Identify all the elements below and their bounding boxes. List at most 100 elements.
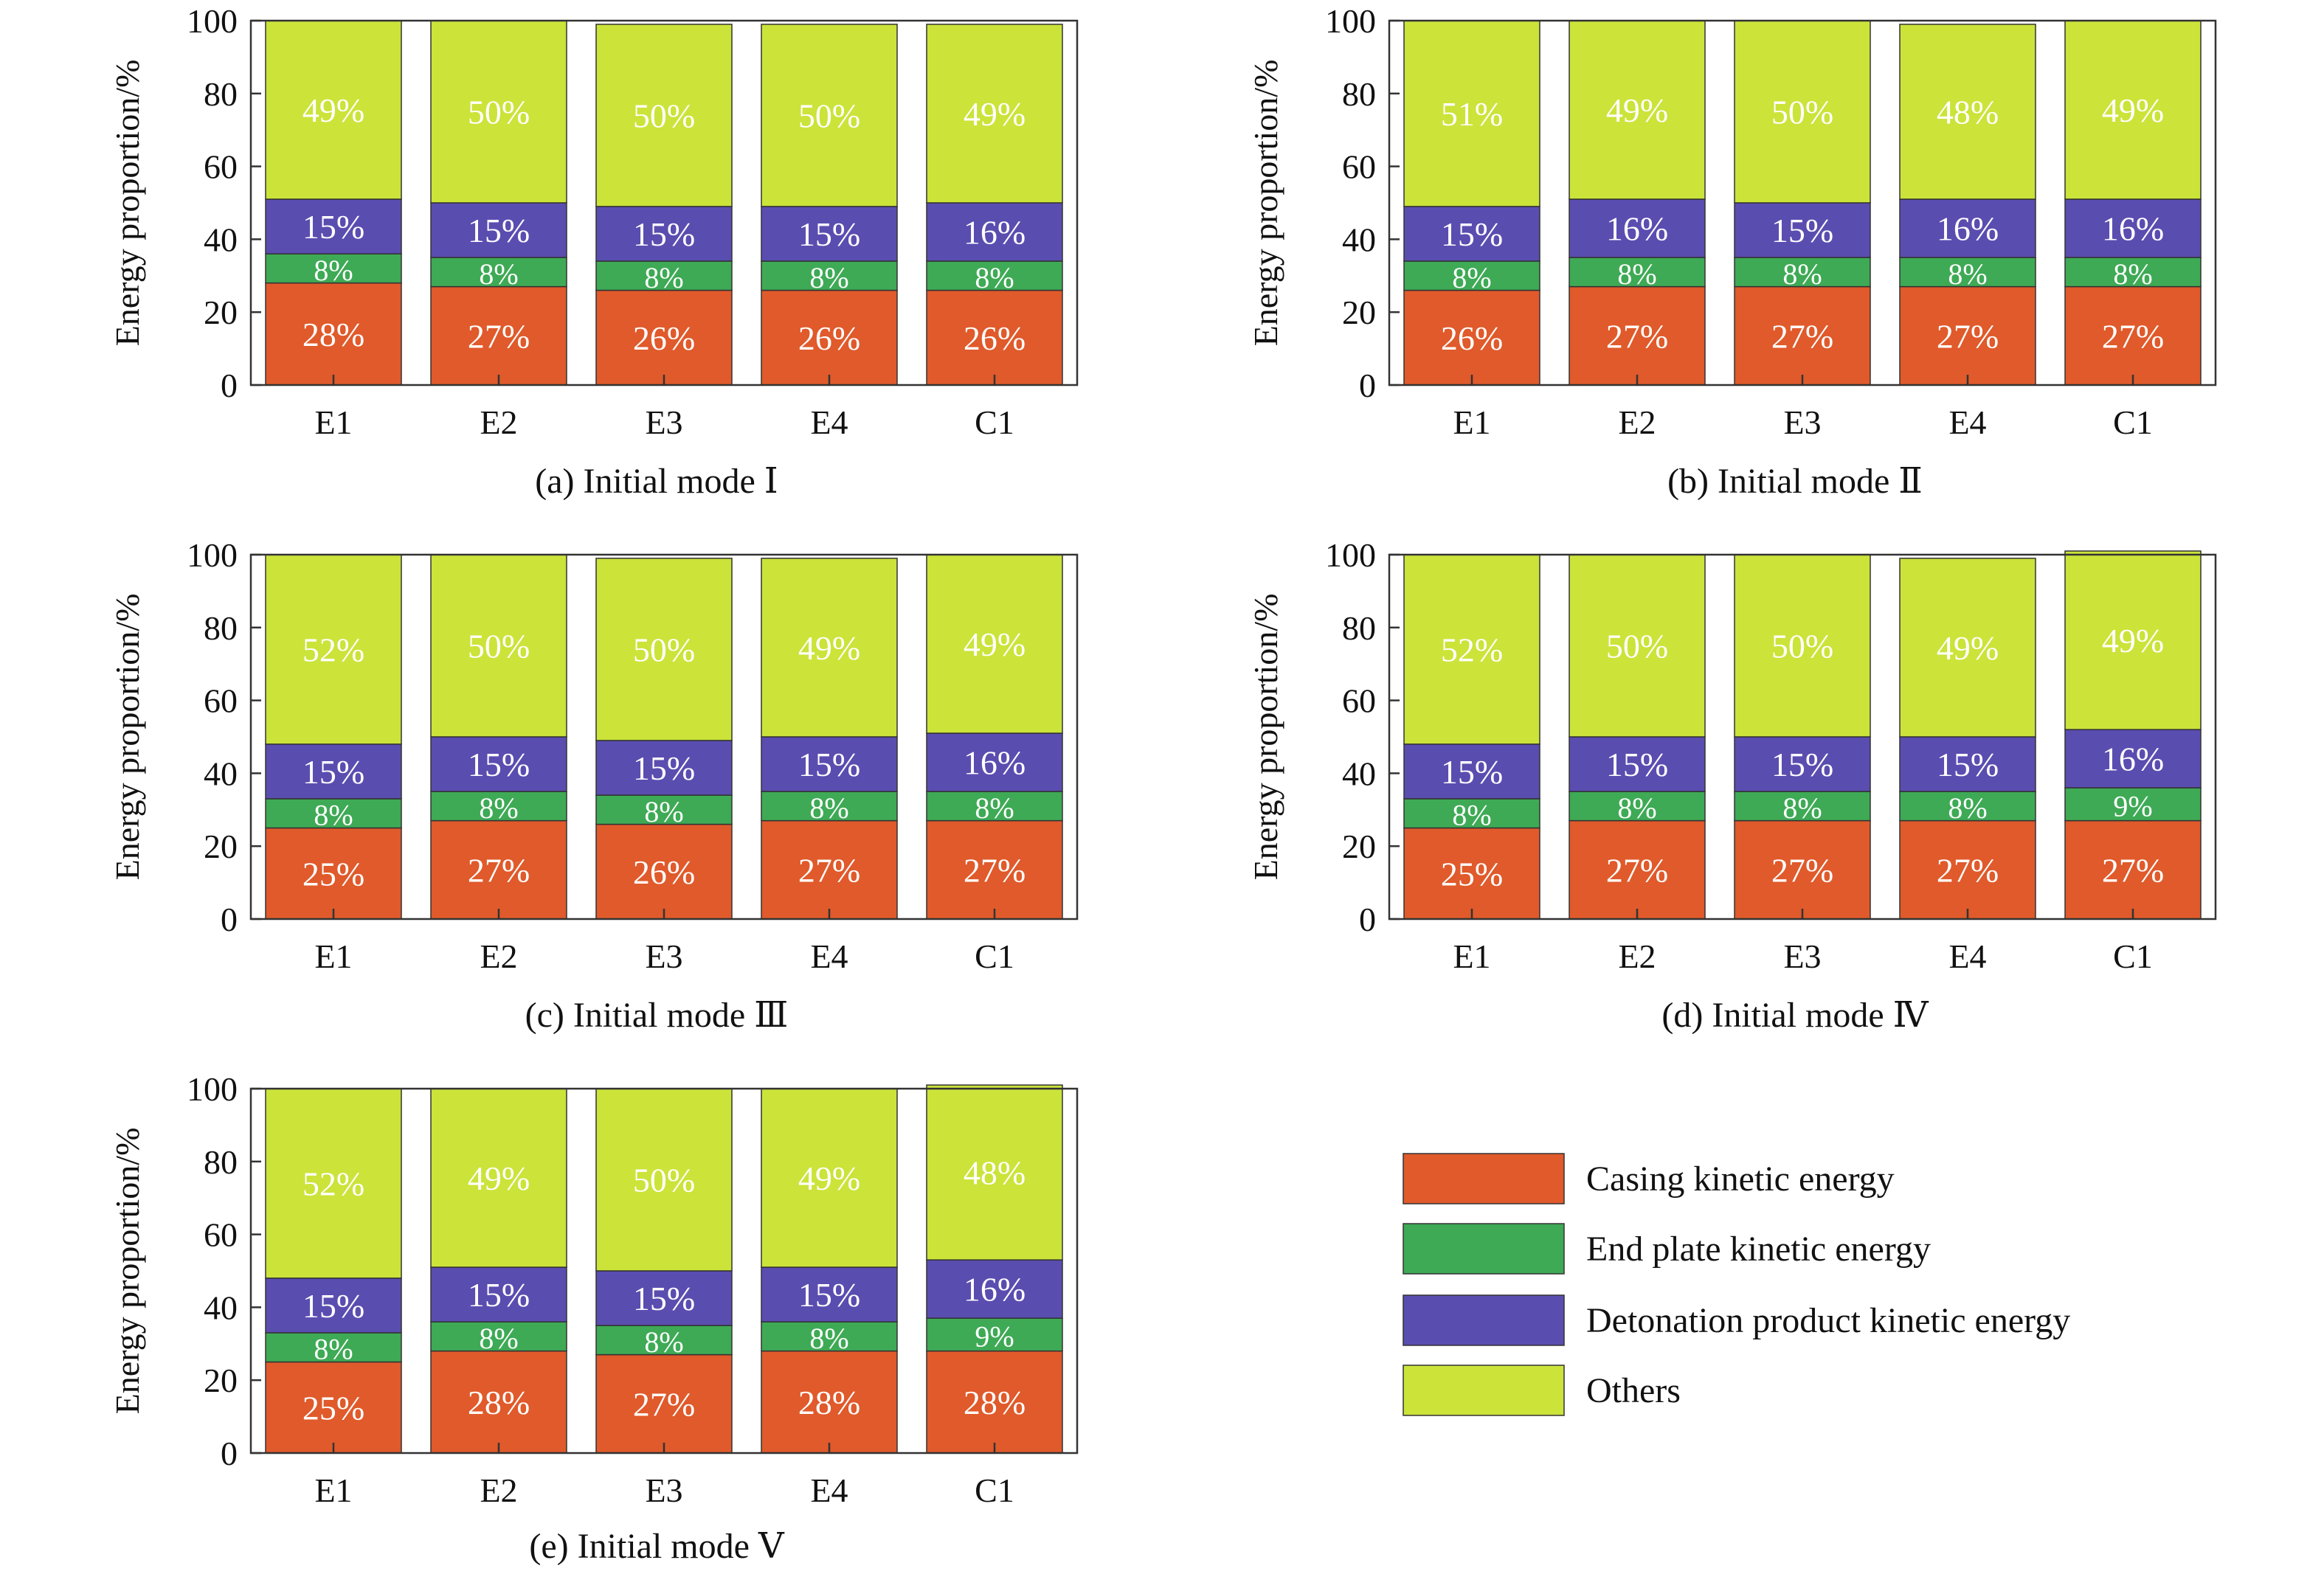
x-tick-label: E2 [1618, 403, 1656, 441]
bar-value-label: 27% [1937, 851, 1999, 889]
bar-segment [595, 24, 733, 207]
bar-value-label: 50% [468, 628, 530, 665]
bar-segment [926, 24, 1063, 204]
panel-caption: (d) Initial mode Ⅳ [1661, 996, 1929, 1035]
bar-value-label: 15% [302, 753, 364, 791]
x-tick-label: E4 [1948, 403, 1986, 441]
y-tick-label: 100 [187, 2, 238, 40]
bar-segment [265, 282, 402, 386]
y-tick-label: 0 [221, 901, 238, 938]
bar-segment [1899, 24, 2036, 200]
bar-segment [761, 736, 898, 792]
bar-value-label: 15% [302, 208, 364, 246]
bar-value-label: 8% [644, 1325, 683, 1359]
bar-segment [265, 198, 402, 254]
bar-value-label: 25% [302, 1389, 364, 1426]
y-axis-label: Energy proportion/% [108, 1128, 146, 1415]
bar-value-label: 28% [798, 1384, 860, 1421]
bar-value-label: 50% [633, 1162, 695, 1199]
bar-value-label: 16% [1937, 210, 1999, 248]
bar-value-label: 16% [964, 744, 1026, 782]
y-axis-label: Energy proportion/% [108, 594, 146, 881]
panel-caption: (e) Initial mode Ⅴ [529, 1527, 785, 1566]
y-tick-label: 40 [1342, 221, 1376, 258]
legend-label: End plate kinetic energy [1586, 1230, 1931, 1269]
x-tick-label: E4 [810, 403, 848, 441]
bar-segment [595, 794, 733, 825]
bar-segment [595, 823, 733, 920]
bar-value-label: 15% [1441, 215, 1503, 253]
bar-segment [1403, 20, 1540, 207]
bar-value-label: 26% [964, 319, 1026, 357]
bar-value-label: 50% [633, 97, 695, 134]
bar-value-label: 8% [479, 257, 518, 291]
bar-segment [1734, 202, 1871, 258]
bar-value-label: 50% [468, 94, 530, 131]
x-tick-label: E3 [645, 403, 682, 441]
y-tick-label: 80 [1342, 75, 1376, 113]
y-tick-label: 0 [221, 367, 238, 404]
y-tick-label: 40 [204, 1289, 238, 1326]
bar-value-label: 15% [1937, 746, 1999, 783]
bar-value-label: 49% [2102, 91, 2164, 129]
bar-segment [1569, 257, 1706, 288]
bar-segment [595, 289, 733, 386]
bar-value-label: 16% [964, 1271, 1026, 1308]
bar-value-label: 8% [809, 1322, 848, 1355]
bar-segment [430, 20, 567, 204]
bar-segment [926, 732, 1063, 792]
bar-value-label: 8% [1948, 257, 1987, 291]
bar-segment [1899, 558, 2036, 738]
bar-value-label: 49% [798, 1159, 860, 1197]
bar-value-label: 27% [468, 851, 530, 889]
x-tick-label: E1 [314, 403, 352, 441]
bar-segment [2064, 787, 2202, 822]
bar-segment [1899, 198, 2036, 258]
bar-value-label: 8% [1617, 257, 1656, 291]
bar-segment [595, 260, 733, 291]
bar-segment [2064, 285, 2202, 386]
bar-segment [761, 819, 898, 920]
bar-value-label: 8% [1617, 791, 1656, 825]
bar-segment [1899, 257, 2036, 288]
bar-segment [926, 202, 1063, 262]
bar-value-label: 9% [975, 1320, 1014, 1353]
bar-value-label: 16% [2102, 741, 2164, 778]
bar-value-label: 49% [1937, 629, 1999, 667]
y-tick-label: 40 [204, 755, 238, 792]
bar-segment [1734, 257, 1871, 288]
bar-value-label: 49% [468, 1159, 530, 1197]
bar-value-label: 27% [1771, 317, 1833, 355]
y-tick-label: 80 [204, 609, 238, 647]
bar-value-label: 27% [468, 317, 530, 355]
bar-segment [265, 743, 402, 800]
bar-segment [430, 819, 567, 920]
bar-value-label: 50% [798, 97, 860, 134]
bar-segment [595, 1353, 733, 1454]
y-axis-label: Energy proportion/% [1247, 594, 1284, 881]
bar-segment [761, 558, 898, 738]
bar-value-label: 15% [468, 1276, 530, 1314]
bar-value-label: 27% [1771, 851, 1833, 889]
bar-value-label: 8% [314, 1333, 353, 1366]
bar-segment [595, 740, 733, 796]
bar-value-label: 25% [302, 855, 364, 892]
x-tick-label: E2 [480, 403, 517, 441]
y-tick-label: 40 [1342, 755, 1376, 792]
bar-value-label: 8% [314, 799, 353, 832]
bar-segment [761, 1088, 898, 1268]
bar-segment [926, 819, 1063, 920]
bar-value-label: 8% [1782, 791, 1822, 825]
bar-value-label: 50% [1771, 94, 1833, 131]
legend-swatch [1403, 1365, 1565, 1416]
x-tick-label: E4 [1948, 937, 1986, 975]
bar-value-label: 52% [302, 1165, 364, 1202]
bar-segment [1734, 20, 1871, 204]
bar-value-label: 49% [964, 95, 1026, 133]
bar-segment [1569, 554, 1706, 738]
y-tick-label: 0 [221, 1435, 238, 1472]
bar-value-label: 50% [633, 631, 695, 668]
bar-value-label: 15% [468, 746, 530, 783]
legend-label: Others [1586, 1371, 1681, 1410]
